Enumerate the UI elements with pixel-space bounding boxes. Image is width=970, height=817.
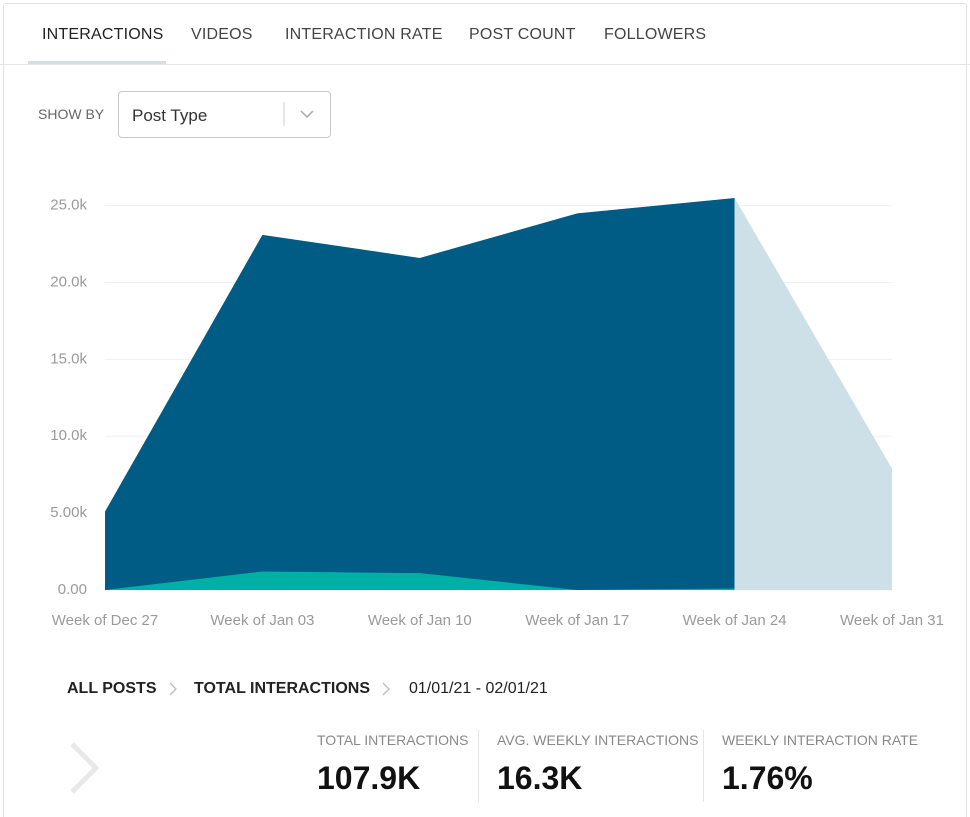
dropdown-arrow <box>283 102 314 126</box>
separator <box>478 730 479 802</box>
y-tick-label: 0.00 <box>58 581 87 598</box>
x-tick-label: Week of Jan 24 <box>683 612 787 629</box>
tab[interactable]: POST COUNT <box>469 26 576 43</box>
breadcrumb-arrows <box>169 682 390 696</box>
tab[interactable]: INTERACTIONS <box>42 26 164 43</box>
show-by-label: SHOW BY <box>38 106 105 122</box>
tab-divider <box>0 64 970 65</box>
stat-value: 1.76% <box>722 760 813 796</box>
area <box>105 571 735 590</box>
y-tick-label: 15.0k <box>50 350 87 367</box>
carousel-arrow[interactable] <box>64 738 104 798</box>
y-tick-label: 10.0k <box>50 427 87 444</box>
area <box>105 198 735 590</box>
y-tick-label: 25.0k <box>50 197 87 214</box>
y-tick-label: 5.00k <box>50 504 87 521</box>
area <box>734 198 892 590</box>
stat-label: AVG. WEEKLY INTERACTIONS <box>497 732 699 748</box>
x-tick-label: Week of Jan 10 <box>368 612 472 629</box>
stat-label: TOTAL INTERACTIONS <box>317 732 469 748</box>
tab[interactable]: VIDEOS <box>191 26 253 43</box>
breadcrumb[interactable]: ALL POSTS <box>67 680 157 697</box>
x-tick-label: Week of Jan 17 <box>525 612 629 629</box>
tab[interactable]: FOLLOWERS <box>604 26 707 43</box>
breadcrumb: 01/01/21 - 02/01/21 <box>409 680 548 697</box>
stat-value: 16.3K <box>497 760 583 796</box>
stat-label: WEEKLY INTERACTION RATE <box>722 732 919 748</box>
y-tick-label: 20.0k <box>50 274 87 291</box>
chart: 0.00 5.00k 10.0k 15.0k 20.0k 25.0k Week of Dec… <box>50 197 944 629</box>
dropdown[interactable]: Post Type <box>118 91 331 138</box>
dropdown-value: Post Type <box>132 106 208 125</box>
separator <box>703 730 704 802</box>
card <box>3 3 967 817</box>
x-tick-label: Week of Jan 03 <box>210 612 314 629</box>
tab-indicator <box>28 61 166 64</box>
breadcrumb[interactable]: TOTAL INTERACTIONS <box>194 680 370 697</box>
x-tick-label: Week of Jan 31 <box>840 612 944 629</box>
tab[interactable]: INTERACTION RATE <box>285 26 443 43</box>
stat-value: 107.9K <box>317 760 421 796</box>
x-tick-label: Week of Dec 27 <box>52 612 158 629</box>
